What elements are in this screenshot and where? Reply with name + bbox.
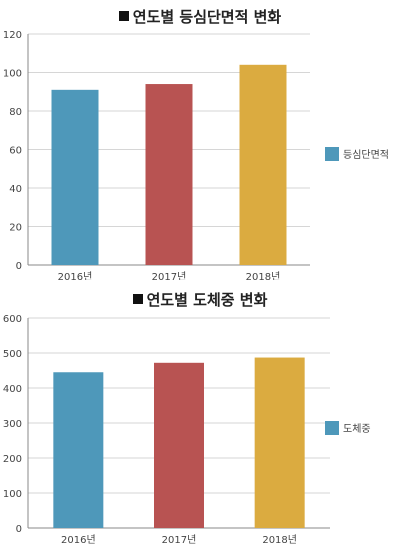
y-tick-label: 0	[16, 261, 22, 272]
chart-title: 연도별 도체중 변화	[0, 289, 400, 310]
chart-title: 연도별 등심단면적 변화	[0, 6, 400, 27]
y-tick-label: 300	[3, 419, 22, 430]
x-tick-label: 2018년	[246, 271, 281, 280]
x-tick-label: 2016년	[61, 534, 96, 546]
bar	[53, 372, 104, 528]
title-square-icon	[132, 294, 143, 304]
legend-swatch	[325, 146, 339, 161]
chart-plot: 0 100 200 300 400 500 600 2016년 2017년 2018년	[3, 314, 330, 546]
bar	[254, 357, 305, 528]
y-tick-label: 500	[3, 349, 22, 360]
chart-carcass-loin-area: 연도별 등심단면적 변화 0 20 40 60 80 100 120 2016년 2017년 20…	[0, 6, 400, 280]
y-tick-label: 200	[3, 454, 22, 465]
bar	[154, 362, 204, 528]
chart-carcass-weight: 연도별 도체중 변화 0 100 200 300 400 500 600 2016년 2017년…	[0, 283, 400, 554]
y-tick-label: 60	[9, 146, 22, 157]
y-tick-label: 20	[9, 223, 22, 234]
y-tick-label: 40	[9, 184, 22, 195]
y-tick-label: 100	[3, 69, 22, 80]
x-tick-label: 2017년	[162, 534, 197, 546]
chart-title-text: 연도별 도체중 변화	[146, 291, 268, 309]
y-tick-label: 80	[9, 107, 22, 118]
y-tick-label: 120	[3, 30, 22, 41]
legend-label: 등심단면적	[343, 150, 389, 161]
y-tick-label: 100	[3, 489, 22, 500]
y-tick-label: 0	[16, 524, 22, 535]
x-tick-label: 2017년	[152, 271, 187, 280]
chart-plot: 0 20 40 60 80 100 120 2016년 2017년 2018년	[3, 30, 310, 280]
bar	[239, 64, 287, 265]
legend-swatch	[325, 420, 339, 435]
legend: 등심단면적	[325, 146, 389, 161]
bar	[51, 89, 99, 265]
chart-title-text: 연도별 등심단면적 변화	[132, 8, 282, 26]
legend: 도체중	[325, 420, 371, 435]
legend-label: 도체중	[343, 424, 371, 435]
y-tick-label: 600	[3, 314, 22, 325]
bar	[145, 84, 193, 265]
title-square-icon	[118, 11, 129, 21]
x-tick-label: 2016년	[58, 271, 93, 280]
y-tick-label: 400	[3, 384, 22, 395]
x-tick-label: 2018년	[262, 534, 297, 546]
